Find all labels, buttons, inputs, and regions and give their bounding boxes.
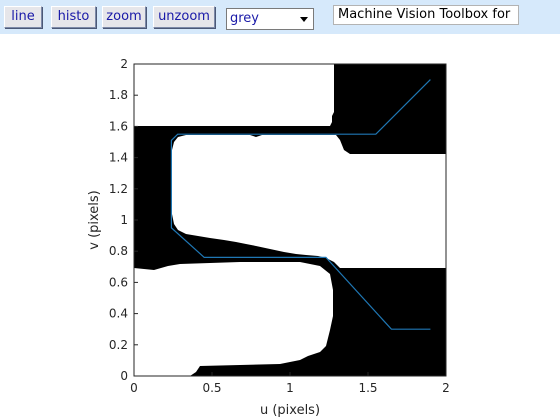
y-tick-label: 0 <box>120 369 128 383</box>
colormap-selected: grey <box>230 11 260 26</box>
y-tick-label: 1 <box>120 213 128 227</box>
y-tick-label: 1.8 <box>109 88 128 102</box>
y-tick-label: 0.4 <box>109 307 128 321</box>
zoom-button[interactable]: zoom <box>102 6 146 28</box>
white-region-top <box>134 64 334 126</box>
y-tick-label: 0.8 <box>109 244 128 258</box>
x-tick-label: 1.5 <box>358 381 377 395</box>
chevron-down-icon <box>300 17 308 22</box>
y-tick-label: 1.4 <box>109 151 128 165</box>
y-tick-label: 1.2 <box>109 182 128 196</box>
y-ticks: 0 0.2 0.4 0.6 0.8 1 1.2 1.4 1.6 1.8 2 <box>109 57 138 383</box>
white-region-middle <box>172 135 446 268</box>
unzoom-button[interactable]: unzoom <box>153 6 215 28</box>
x-tick-label: 2 <box>442 381 450 395</box>
line-button[interactable]: line <box>4 6 42 28</box>
trace-line <box>170 79 431 330</box>
x-tick-label: 0.5 <box>202 381 221 395</box>
x-tick-label: 1 <box>286 381 294 395</box>
x-axis-label: u (pixels) <box>260 403 320 418</box>
x-tick-label: 0 <box>130 381 138 395</box>
x-ticks: 0 0.5 1 1.5 2 <box>130 372 450 395</box>
y-tick-label: 1.6 <box>109 119 128 133</box>
y-axis-label: v (pixels) <box>87 190 102 250</box>
white-region-bottom <box>134 262 333 376</box>
y-tick-label: 2 <box>120 57 128 71</box>
histo-button[interactable]: histo <box>51 6 96 28</box>
y-tick-label: 0.6 <box>109 275 128 289</box>
colormap-dropdown[interactable]: grey <box>226 8 314 30</box>
title-field[interactable]: Machine Vision Toolbox for <box>333 5 519 25</box>
y-tick-label: 0.2 <box>109 338 128 352</box>
toolbar: line histo zoom unzoom grey Machine Visi… <box>0 0 560 34</box>
